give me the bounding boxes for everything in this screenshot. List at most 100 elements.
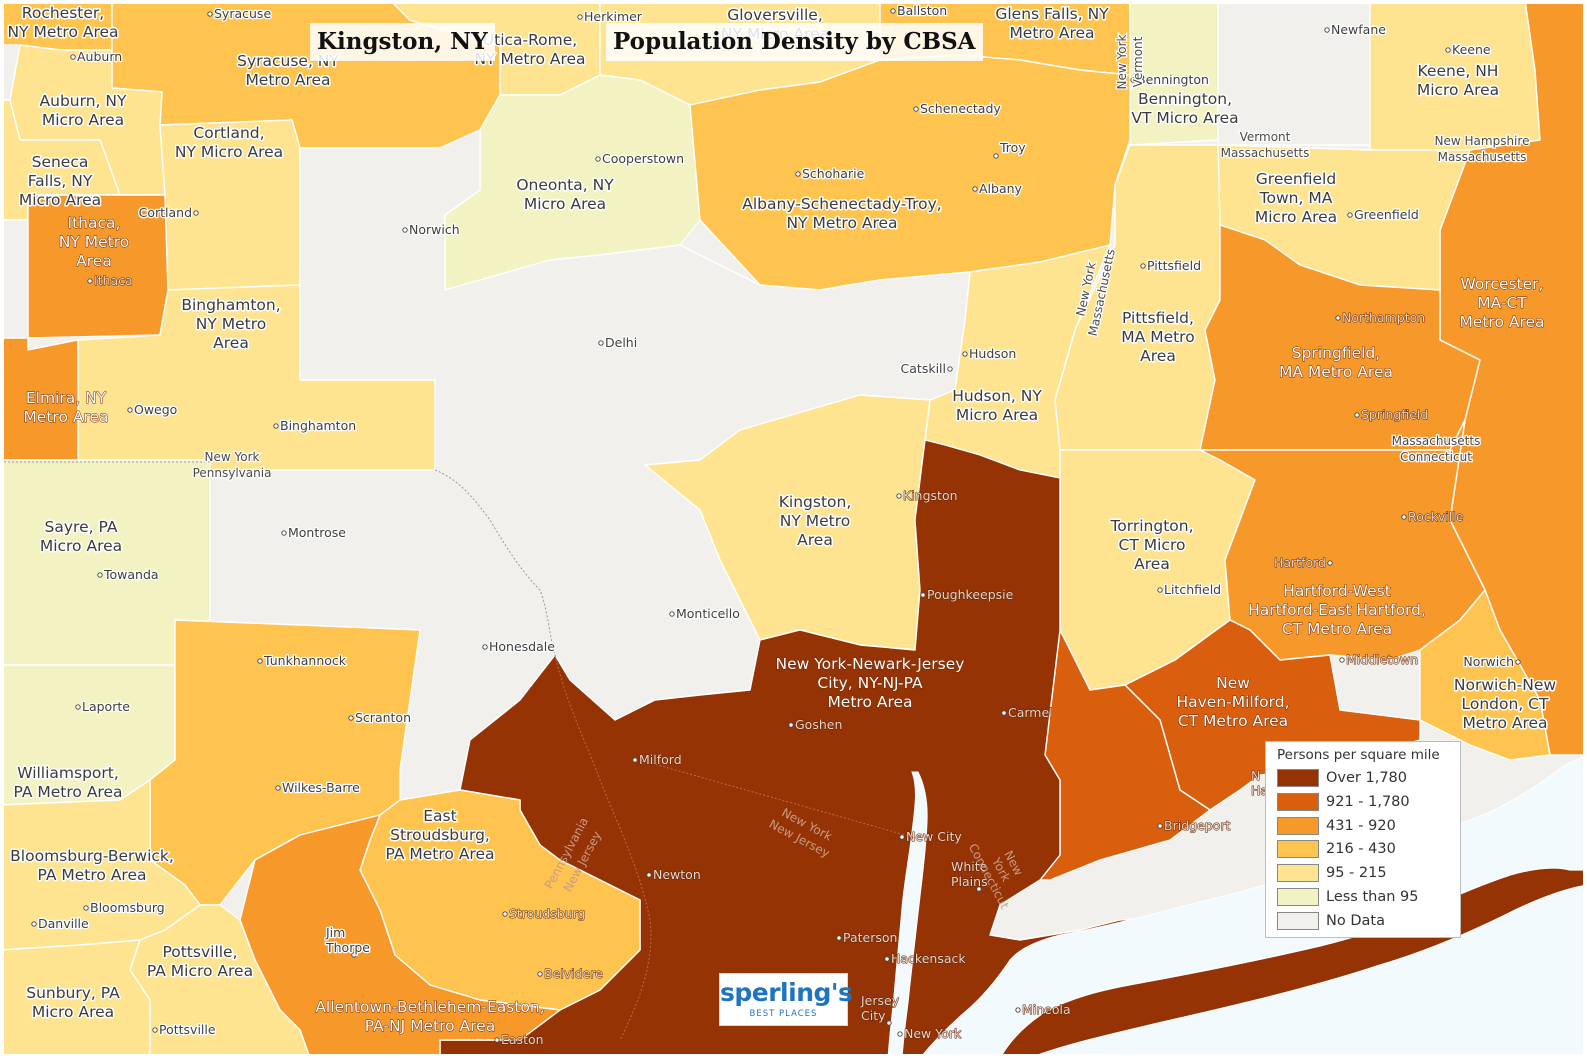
city-marker-schoharie bbox=[795, 171, 801, 177]
legend-row-less-than-95: Less than 95 bbox=[1277, 887, 1418, 907]
city-label-montrose: Montrose bbox=[288, 525, 346, 540]
cbsa-label-greenfield: Greenfield Town, MA Micro Area bbox=[1255, 170, 1337, 226]
city-marker-laporte bbox=[75, 704, 81, 710]
city-label-towanda: Towanda bbox=[103, 567, 159, 582]
city-label-syracuse: Syracuse bbox=[214, 6, 271, 21]
city-label-danville: Danville bbox=[38, 916, 89, 931]
city-marker-rockville bbox=[1401, 514, 1407, 520]
city-marker-pottsville bbox=[152, 1027, 158, 1033]
city-label-newton: Newton bbox=[653, 867, 701, 882]
legend-label: 95 - 215 bbox=[1326, 865, 1387, 881]
cbsa-label-bennington: Bennington, VT Micro Area bbox=[1131, 90, 1238, 127]
city-marker-greenfield bbox=[1347, 212, 1353, 218]
city-marker-middletown bbox=[1339, 657, 1345, 663]
cbsa-label-cortland: Cortland, NY Micro Area bbox=[175, 124, 283, 161]
city-label-bridgeport: Bridgeport bbox=[1164, 818, 1230, 833]
city-label-goshen: Goshen bbox=[795, 717, 842, 732]
state-label-pa-nj: PennsylvaniaNew Jersey bbox=[542, 815, 607, 900]
city-label-new-york: New York bbox=[904, 1026, 962, 1041]
city-label-schoharie: Schoharie bbox=[802, 166, 865, 181]
legend-label: 431 - 920 bbox=[1326, 818, 1396, 834]
region-elmira bbox=[0, 337, 79, 461]
city-label-norwich-ct: Norwich bbox=[1463, 654, 1514, 669]
city-label-binghamton: Binghamton bbox=[280, 418, 356, 433]
city-label-springfield: Springfield bbox=[1361, 407, 1428, 422]
city-label-litchfield: Litchfield bbox=[1164, 582, 1221, 597]
city-marker-owego bbox=[127, 407, 133, 413]
city-marker-mineola bbox=[1015, 1007, 1021, 1013]
state-label-ma-ct: Massachusetts Connecticut bbox=[1392, 434, 1481, 464]
long-island-sound bbox=[919, 754, 1587, 1058]
city-marker-goshen bbox=[788, 722, 794, 728]
city-label-jersey-city: Jersey City bbox=[860, 993, 900, 1023]
city-label-new-city: New City bbox=[906, 829, 962, 844]
city-marker-wilkes-barre bbox=[275, 785, 281, 791]
city-marker-springfield bbox=[1354, 412, 1360, 418]
cbsa-label-pittsfield: Pittsfield, MA Metro Area bbox=[1121, 309, 1194, 365]
city-label-rockville: Rockville bbox=[1408, 509, 1464, 524]
city-marker-litchfield bbox=[1157, 587, 1163, 593]
city-marker-tunkhannock bbox=[257, 658, 263, 664]
city-label-easton: Easton bbox=[501, 1032, 544, 1047]
city-marker-towanda bbox=[97, 572, 103, 578]
city-label-pottsville: Pottsville bbox=[159, 1022, 216, 1037]
legend-row-over-1780: Over 1,780 bbox=[1277, 768, 1407, 788]
sperlings-logo[interactable]: sperling's BEST PLACES bbox=[719, 973, 853, 1026]
city-marker-auburn bbox=[70, 54, 76, 60]
city-marker-northampton bbox=[1335, 315, 1341, 321]
city-marker-schenectady bbox=[913, 106, 919, 112]
legend-swatch bbox=[1277, 840, 1319, 858]
cbsa-label-auburn: Auburn, NY Micro Area bbox=[40, 92, 127, 129]
cbsa-label-springfield: Springfield, MA Metro Area bbox=[1279, 344, 1393, 381]
city-marker-new-york bbox=[897, 1031, 903, 1037]
city-label-carmel: Carmel bbox=[1008, 705, 1053, 720]
region-norwich bbox=[1419, 589, 1551, 761]
city-label-hartford: Hartford bbox=[1274, 555, 1326, 570]
city-label-greenfield: Greenfield bbox=[1354, 207, 1419, 222]
city-label-norwich-ny: Norwich bbox=[409, 222, 460, 237]
city-label-middletown: Middletown bbox=[1346, 652, 1418, 667]
city-marker-stroudsburg bbox=[502, 911, 508, 917]
city-label-white-plains: White Plains bbox=[951, 859, 988, 889]
city-marker-delhi bbox=[598, 340, 604, 346]
city-marker-norwich-ct bbox=[1515, 659, 1521, 665]
cbsa-label-new-haven: New Haven-Milford, CT Metro Area bbox=[1176, 674, 1289, 730]
city-marker-syracuse bbox=[207, 11, 213, 17]
city-label-owego: Owego bbox=[134, 402, 177, 417]
city-marker-carmel bbox=[1001, 710, 1007, 716]
state-label-ny-ma: New YorkMassachusetts bbox=[1070, 244, 1118, 337]
map-location-title: Kingston, NY bbox=[310, 23, 495, 61]
city-label-poughkeepsie: Poughkeepsie bbox=[927, 587, 1014, 602]
city-marker-norwich-ny bbox=[402, 227, 408, 233]
cbsa-label-glens-falls: Glens Falls, NY Metro Area bbox=[995, 5, 1109, 42]
city-label-paterson: Paterson bbox=[843, 930, 897, 945]
cbsa-label-syracuse: Syracuse, NY Metro Area bbox=[237, 52, 339, 89]
cbsa-label-torrington: Torrington, CT Micro Area bbox=[1109, 517, 1193, 573]
city-label-northampton: Northampton bbox=[1342, 310, 1425, 325]
city-marker-milford bbox=[632, 757, 638, 763]
city-marker-white-plains bbox=[976, 886, 982, 892]
cbsa-label-east-stroudsburg: East Stroudsburg, PA Metro Area bbox=[386, 807, 495, 863]
city-label-cortland: Cortland bbox=[139, 205, 192, 220]
city-label-jim-thorpe: Jim Thorpe bbox=[325, 925, 370, 955]
legend-title: Persons per square mile bbox=[1277, 747, 1440, 763]
city-marker-scranton bbox=[348, 715, 354, 721]
legend-swatch bbox=[1277, 817, 1319, 835]
city-marker-kingston bbox=[896, 493, 902, 499]
city-label-kingston: Kingston bbox=[903, 488, 958, 503]
city-label-auburn: Auburn bbox=[77, 49, 122, 64]
legend-row-431-920: 431 - 920 bbox=[1277, 816, 1396, 836]
cbsa-label-new-york: New York-Newark-Jersey City, NY-NJ-PA Metr… bbox=[776, 655, 965, 711]
cbsa-label-hartford: Hartford-West Hartford-East Hartford, CT M… bbox=[1248, 582, 1426, 638]
city-label-hudson: Hudson bbox=[969, 346, 1016, 361]
border-pa-nj bbox=[554, 654, 652, 1041]
city-marker-cooperstown bbox=[595, 156, 601, 162]
cbsa-label-worcester: Worcester, MA-CT Metro Area bbox=[1459, 275, 1544, 331]
legend-swatch bbox=[1277, 912, 1319, 930]
cbsa-label-allentown: Allentown-Bethlehem-Easton, PA-NJ Metro A… bbox=[315, 998, 544, 1035]
city-marker-ballston bbox=[890, 8, 896, 14]
city-label-milford: Milford bbox=[639, 752, 682, 767]
cbsa-label-elmira: Elmira, NY Metro Area bbox=[23, 389, 108, 426]
city-label-newfane: Newfane bbox=[1331, 22, 1386, 37]
city-label-scranton: Scranton bbox=[355, 710, 411, 725]
